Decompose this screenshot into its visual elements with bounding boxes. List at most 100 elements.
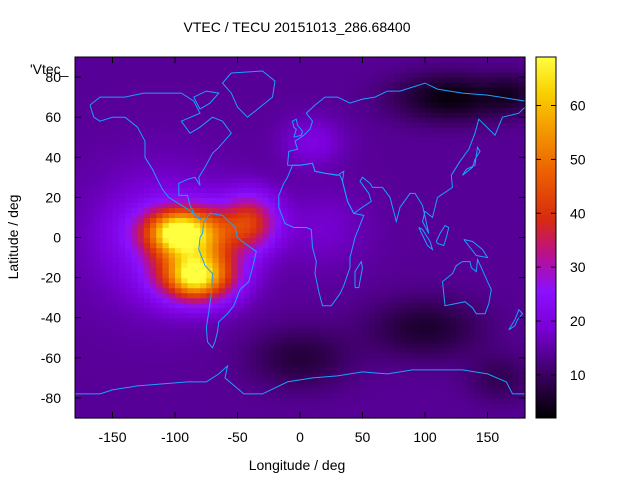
- heatmap-cell: [112, 392, 120, 399]
- heatmap-cell: [331, 242, 339, 249]
- heatmap-cell: [331, 92, 339, 98]
- heatmap-cell: [118, 147, 126, 153]
- heatmap-cell: [456, 322, 464, 329]
- heatmap-cell: [456, 142, 464, 148]
- heatmap-cell: [381, 367, 389, 374]
- heatmap-cell: [125, 92, 132, 98]
- heatmap-cell: [412, 72, 420, 78]
- heatmap-cell: [231, 117, 239, 123]
- heatmap-cell: [181, 227, 189, 234]
- heatmap-cell: [481, 117, 489, 123]
- heatmap-cell: [318, 172, 326, 178]
- heatmap-cell: [356, 252, 364, 259]
- heatmap-cell: [418, 392, 426, 399]
- heatmap-cell: [137, 372, 145, 379]
- heatmap-cell: [331, 137, 339, 143]
- heatmap-cell: [137, 217, 145, 224]
- heatmap-cell: [462, 92, 470, 98]
- heatmap-cell: [325, 237, 332, 244]
- heatmap-cell: [375, 142, 382, 148]
- heatmap-cell: [318, 242, 326, 249]
- heatmap-cell: [493, 342, 501, 349]
- heatmap-cell: [206, 297, 214, 304]
- heatmap-cell: [187, 267, 195, 274]
- heatmap-cell: [443, 177, 451, 183]
- heatmap-cell: [406, 162, 414, 168]
- heatmap-cell: [518, 247, 526, 254]
- heatmap-cell: [243, 72, 251, 78]
- heatmap-cell: [262, 287, 270, 294]
- heatmap-cell: [175, 72, 182, 78]
- heatmap-cell: [218, 357, 226, 364]
- heatmap-cell: [75, 97, 82, 103]
- heatmap-cell: [143, 377, 151, 384]
- heatmap-cell: [212, 342, 220, 349]
- heatmap-cell: [112, 167, 120, 173]
- heatmap-cell: [325, 287, 332, 294]
- heatmap-cell: [100, 172, 107, 178]
- heatmap-cell: [131, 362, 139, 369]
- heatmap-cell: [325, 402, 332, 409]
- heatmap-cell: [368, 327, 376, 334]
- heatmap-cell: [156, 357, 164, 364]
- heatmap-cell: [375, 392, 382, 399]
- heatmap-cell: [325, 342, 332, 349]
- heatmap-cell: [231, 277, 239, 284]
- heatmap-cell: [412, 337, 420, 344]
- heatmap-cell: [262, 272, 270, 279]
- heatmap-cell: [406, 197, 414, 203]
- heatmap-cell: [300, 207, 307, 214]
- heatmap-cell: [150, 407, 157, 414]
- heatmap-cell: [193, 357, 201, 364]
- heatmap-cell: [287, 247, 295, 254]
- heatmap-cell: [506, 242, 514, 249]
- heatmap-cell: [206, 192, 214, 198]
- heatmap-cell: [437, 277, 445, 284]
- heatmap-cell: [162, 367, 170, 374]
- heatmap-cell: [343, 377, 351, 384]
- heatmap-cell: [262, 337, 270, 344]
- heatmap-cell: [131, 387, 139, 394]
- heatmap-cell: [93, 202, 101, 209]
- heatmap-cell: [281, 347, 289, 354]
- heatmap-cell: [362, 157, 370, 163]
- heatmap-cell: [262, 87, 270, 93]
- heatmap-cell: [275, 102, 282, 108]
- heatmap-cell: [206, 372, 214, 379]
- heatmap-cell: [431, 147, 439, 153]
- heatmap-cell: [450, 182, 457, 188]
- heatmap-cell: [231, 217, 239, 224]
- heatmap-cell: [306, 352, 314, 359]
- heatmap-cell: [156, 217, 164, 224]
- heatmap-cell: [343, 187, 351, 193]
- heatmap-cell: [225, 157, 232, 163]
- heatmap-cell: [368, 402, 376, 409]
- heatmap-cell: [81, 402, 89, 409]
- heatmap-cell: [387, 292, 395, 299]
- heatmap-cell: [143, 207, 151, 214]
- heatmap-cell: [93, 357, 101, 364]
- heatmap-cell: [356, 72, 364, 78]
- heatmap-cell: [143, 247, 151, 254]
- heatmap-cell: [100, 402, 107, 409]
- heatmap-cell: [156, 202, 164, 209]
- heatmap-cell: [137, 97, 145, 103]
- heatmap-cell: [462, 307, 470, 314]
- heatmap-cell: [500, 212, 507, 219]
- heatmap-cell: [431, 317, 439, 324]
- heatmap-cell: [237, 212, 245, 219]
- heatmap-cell: [287, 97, 295, 103]
- heatmap-cell: [156, 327, 164, 334]
- heatmap-cell: [375, 217, 382, 224]
- heatmap-cell: [262, 77, 270, 83]
- heatmap-cell: [500, 372, 507, 379]
- heatmap-cell: [412, 217, 420, 224]
- heatmap-cell: [75, 412, 82, 419]
- heatmap-cell: [412, 137, 420, 143]
- heatmap-cell: [175, 292, 182, 299]
- heatmap-cell: [500, 277, 507, 284]
- heatmap-cell: [81, 77, 89, 83]
- heatmap-cell: [443, 117, 451, 123]
- heatmap-cell: [187, 82, 195, 88]
- heatmap-cell: [243, 97, 251, 103]
